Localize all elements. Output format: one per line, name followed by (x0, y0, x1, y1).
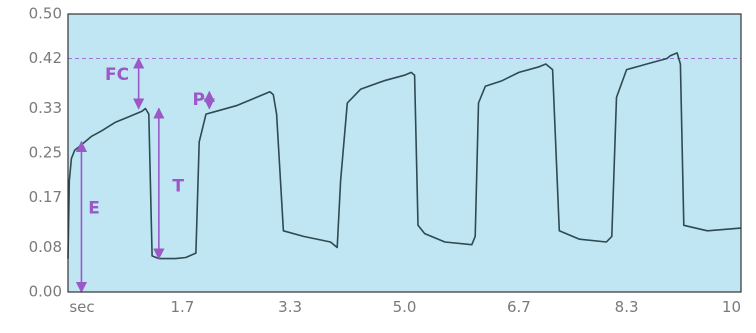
y-tick-label: 0.08 (29, 238, 62, 256)
x-unit-label: sec (69, 298, 94, 316)
annotation-label-fc: FC (105, 65, 129, 85)
y-tick-label: 0.42 (29, 49, 62, 67)
y-tick-label: 0.00 (29, 283, 62, 301)
x-tick-label: 1.7 (170, 298, 194, 316)
series-line-1 (67, 52, 742, 260)
x-tick-label: 8.3 (615, 298, 639, 316)
x-tick-label: 10 (722, 298, 741, 316)
plot-background (68, 14, 741, 292)
y-tick-label: 0.33 (29, 99, 62, 117)
x-tick-label: 6.7 (507, 298, 531, 316)
y-tick-label: 0.17 (29, 188, 62, 206)
annotation-label-t: T (172, 176, 184, 196)
x-tick-label: 5.0 (393, 298, 417, 316)
plot-frame (67, 13, 742, 293)
annotation-label-e: E (88, 199, 100, 219)
axes: 0.00 0.08 0.17 0.25 0.33 0.42 0.50 1.7 3.3 5.0 6.7… (29, 5, 742, 316)
x-tick-label: 3.3 (278, 298, 302, 316)
annotation-label-p: P (193, 90, 205, 110)
plot-area: FC T E P (67, 14, 742, 294)
y-tick-label: 0.50 (29, 5, 62, 23)
y-tick-label: 0.25 (29, 144, 62, 162)
